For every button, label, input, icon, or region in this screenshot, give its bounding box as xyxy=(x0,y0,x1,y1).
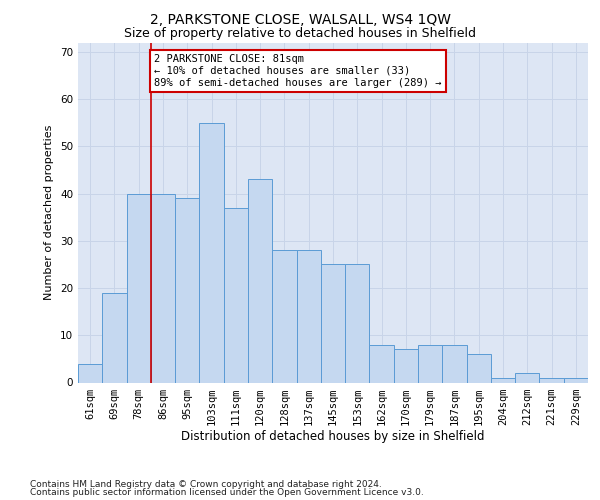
Bar xyxy=(515,373,539,382)
Bar xyxy=(224,208,248,382)
Bar xyxy=(175,198,199,382)
Text: Size of property relative to detached houses in Shelfield: Size of property relative to detached ho… xyxy=(124,28,476,40)
X-axis label: Distribution of detached houses by size in Shelfield: Distribution of detached houses by size … xyxy=(181,430,485,444)
Bar xyxy=(78,364,102,382)
Bar xyxy=(199,123,224,382)
Bar xyxy=(321,264,345,382)
Bar xyxy=(296,250,321,382)
Bar xyxy=(102,293,127,382)
Bar xyxy=(127,194,151,382)
Bar xyxy=(467,354,491,382)
Text: 2 PARKSTONE CLOSE: 81sqm
← 10% of detached houses are smaller (33)
89% of semi-d: 2 PARKSTONE CLOSE: 81sqm ← 10% of detach… xyxy=(155,54,442,88)
Bar xyxy=(248,180,272,382)
Bar xyxy=(394,350,418,382)
Bar xyxy=(370,344,394,383)
Text: Contains HM Land Registry data © Crown copyright and database right 2024.: Contains HM Land Registry data © Crown c… xyxy=(30,480,382,489)
Bar xyxy=(539,378,564,382)
Bar xyxy=(272,250,296,382)
Bar xyxy=(491,378,515,382)
Bar xyxy=(345,264,370,382)
Bar xyxy=(442,344,467,383)
Text: Contains public sector information licensed under the Open Government Licence v3: Contains public sector information licen… xyxy=(30,488,424,497)
Bar xyxy=(564,378,588,382)
Y-axis label: Number of detached properties: Number of detached properties xyxy=(44,125,55,300)
Bar xyxy=(151,194,175,382)
Bar xyxy=(418,344,442,383)
Text: 2, PARKSTONE CLOSE, WALSALL, WS4 1QW: 2, PARKSTONE CLOSE, WALSALL, WS4 1QW xyxy=(149,12,451,26)
